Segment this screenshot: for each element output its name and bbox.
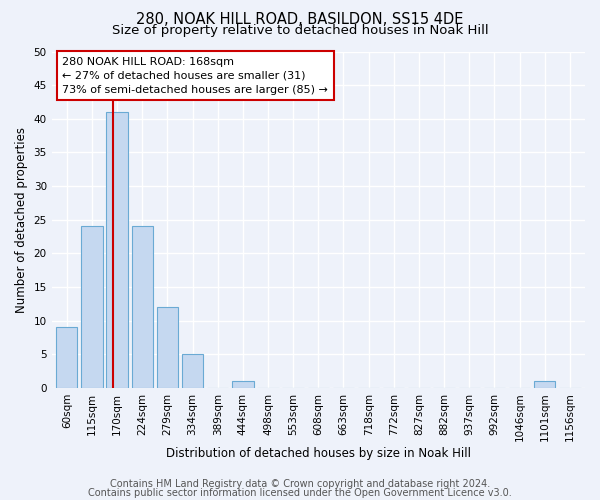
- Text: 280, NOAK HILL ROAD, BASILDON, SS15 4DE: 280, NOAK HILL ROAD, BASILDON, SS15 4DE: [136, 12, 464, 28]
- Bar: [534, 381, 556, 388]
- Bar: [157, 307, 178, 388]
- Text: Size of property relative to detached houses in Noak Hill: Size of property relative to detached ho…: [112, 24, 488, 37]
- Text: Contains public sector information licensed under the Open Government Licence v3: Contains public sector information licen…: [88, 488, 512, 498]
- Text: 280 NOAK HILL ROAD: 168sqm
← 27% of detached houses are smaller (31)
73% of semi: 280 NOAK HILL ROAD: 168sqm ← 27% of deta…: [62, 56, 328, 94]
- Bar: [81, 226, 103, 388]
- Bar: [232, 381, 254, 388]
- Y-axis label: Number of detached properties: Number of detached properties: [15, 126, 28, 312]
- X-axis label: Distribution of detached houses by size in Noak Hill: Distribution of detached houses by size …: [166, 447, 471, 460]
- Text: Contains HM Land Registry data © Crown copyright and database right 2024.: Contains HM Land Registry data © Crown c…: [110, 479, 490, 489]
- Bar: [106, 112, 128, 388]
- Bar: [131, 226, 153, 388]
- Bar: [56, 328, 77, 388]
- Bar: [182, 354, 203, 388]
